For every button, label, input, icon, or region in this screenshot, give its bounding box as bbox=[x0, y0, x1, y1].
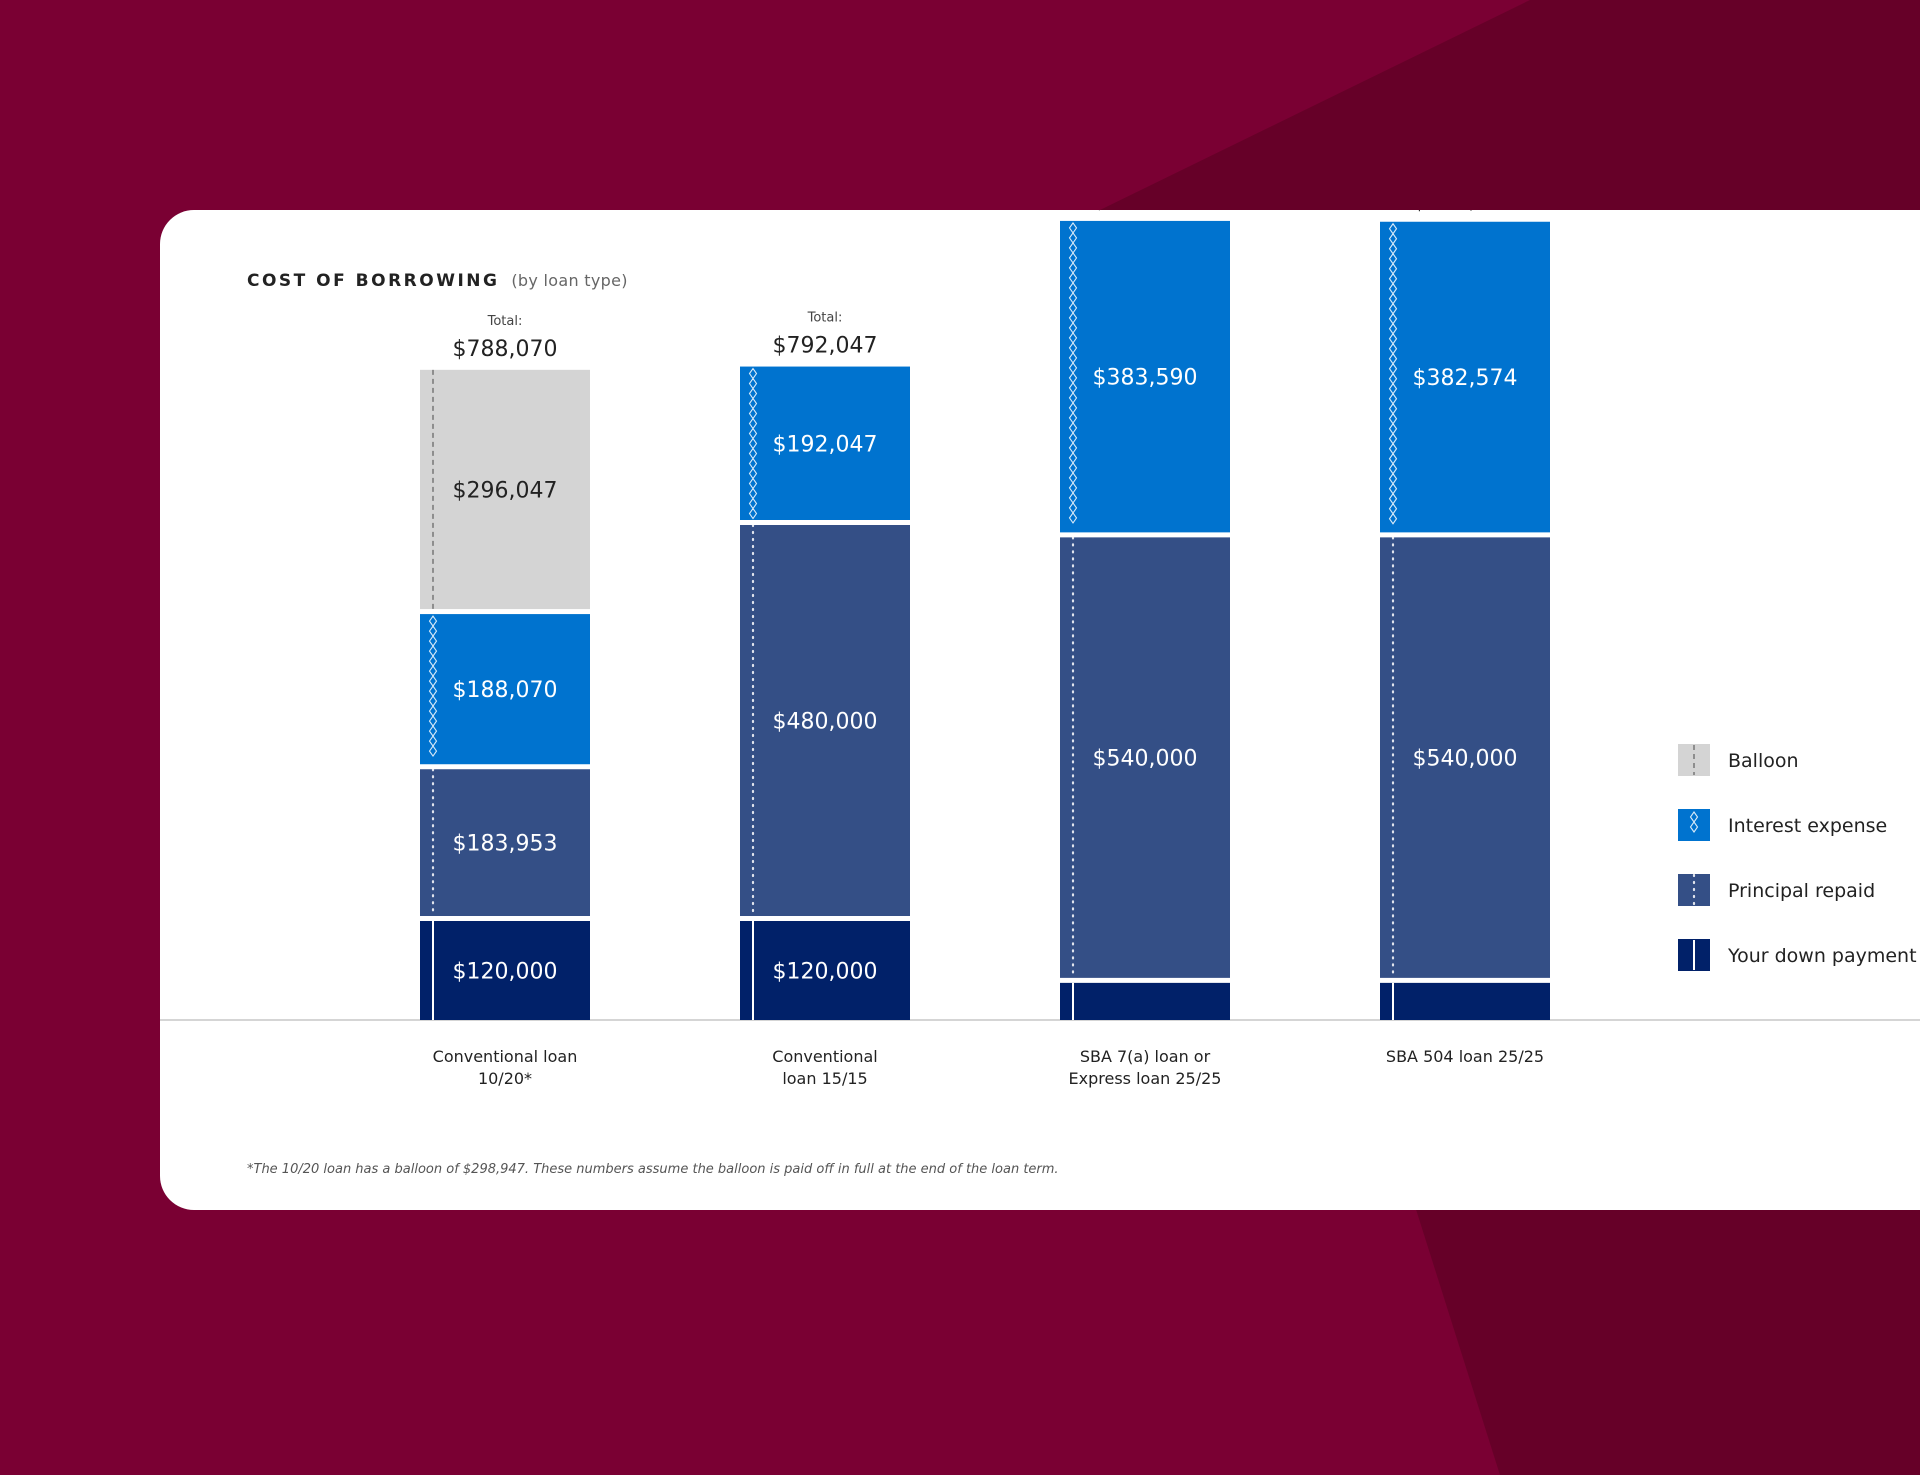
data-label-down_payment-1: $120,000 bbox=[453, 960, 558, 985]
bar-down_payment-3 bbox=[1060, 982, 1230, 1020]
data-label-principal_repaid-3: $540,000 bbox=[1093, 747, 1198, 772]
chart-title: COST OF BORROWING (by loan type) bbox=[247, 271, 628, 291]
bar-interest_expense-1 bbox=[420, 614, 590, 765]
total-value-2: $792,047 bbox=[773, 334, 878, 359]
data-label-principal_repaid-4: $540,000 bbox=[1413, 747, 1518, 772]
bar-principal_repaid-3 bbox=[1060, 537, 1230, 978]
category-label-3-line-2: Express loan 25/25 bbox=[1069, 1069, 1222, 1088]
bar-motif-interest_expense-4 bbox=[1388, 222, 1398, 525]
data-label-balloon-1: $296,047 bbox=[453, 478, 558, 503]
total-value-4: $982,574 bbox=[1413, 210, 1518, 214]
category-label-2-line-2: loan 15/15 bbox=[782, 1069, 867, 1088]
bar-interest_expense-3 bbox=[1060, 220, 1230, 533]
bar-interest_expense-2 bbox=[740, 366, 910, 520]
total-caption-2: Total: bbox=[807, 311, 843, 326]
category-label-4-line-1: SBA 504 loan 25/25 bbox=[1386, 1047, 1544, 1066]
legend-label-principal_repaid: Principal repaid bbox=[1728, 880, 1875, 902]
data-label-interest_expense-2: $192,047 bbox=[773, 432, 878, 457]
legend-label-balloon: Balloon bbox=[1728, 750, 1799, 772]
data-label-interest_expense-3: $383,590 bbox=[1093, 366, 1198, 391]
chart-card: COST OF BORROWING (by loan type) $120,00… bbox=[160, 210, 1920, 1210]
legend-swatch-interest_expense bbox=[1678, 809, 1710, 841]
chart-subtitle: (by loan type) bbox=[511, 271, 628, 290]
data-label-interest_expense-4: $382,574 bbox=[1413, 366, 1518, 391]
bar-motif-interest_expense-3 bbox=[1068, 221, 1078, 524]
bar-down_payment-1 bbox=[420, 921, 590, 1020]
data-label-down_payment-2: $120,000 bbox=[773, 960, 878, 985]
category-label-2-line-1: Conventional bbox=[772, 1047, 877, 1066]
category-label-1-line-2: 10/20* bbox=[478, 1069, 532, 1088]
bar-down_payment-2 bbox=[740, 921, 910, 1020]
bar-down_payment-4 bbox=[1380, 982, 1550, 1020]
stacked-bar-chart: $120,000 $183,953 $188,070 $296,047 Total: $7… bbox=[160, 210, 1920, 1088]
chart-footnote: *The 10/20 loan has a balloon of $298,94… bbox=[247, 1162, 1059, 1177]
legend-motif-interest_expense bbox=[1689, 811, 1699, 833]
chart-title-main: COST OF BORROWING bbox=[247, 271, 500, 291]
category-label-1-line-1: Conventional loan bbox=[433, 1047, 578, 1066]
data-label-principal_repaid-2: $480,000 bbox=[773, 710, 878, 735]
bar-motif-interest_expense-1 bbox=[428, 615, 438, 758]
category-label-3-line-1: SBA 7(a) loan or bbox=[1080, 1047, 1211, 1066]
bar-principal_repaid-2 bbox=[740, 525, 910, 916]
data-label-principal_repaid-1: $183,953 bbox=[453, 832, 558, 857]
bar-interest_expense-4 bbox=[1380, 221, 1550, 533]
legend-label-down_payment: Your down payment bbox=[1727, 945, 1917, 967]
bar-principal_repaid-1 bbox=[420, 769, 590, 916]
bar-balloon-1 bbox=[420, 369, 590, 610]
total-caption-1: Total: bbox=[487, 314, 523, 329]
total-value-3: $983,590 bbox=[1093, 210, 1198, 213]
bar-motif-interest_expense-2 bbox=[748, 367, 758, 520]
bar-principal_repaid-4 bbox=[1380, 537, 1550, 978]
data-label-interest_expense-1: $188,070 bbox=[453, 678, 558, 703]
total-value-1: $788,070 bbox=[453, 337, 558, 362]
legend-label-interest_expense: Interest expense bbox=[1728, 815, 1887, 837]
